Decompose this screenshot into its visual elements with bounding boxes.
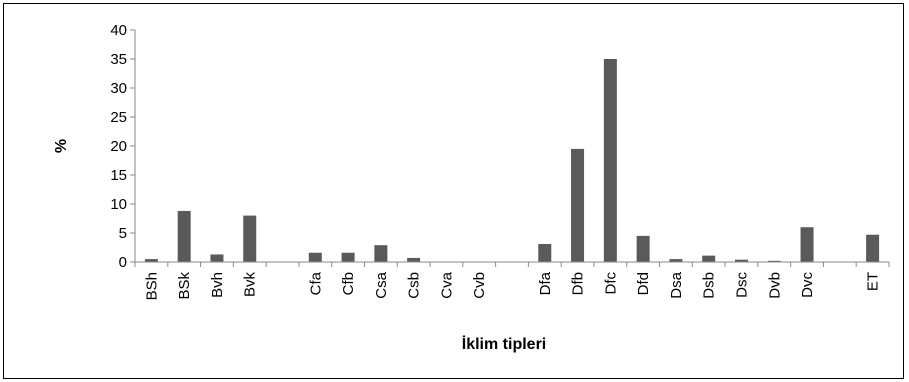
y-tick-label: 40 <box>110 22 127 39</box>
x-tick-label-dvc: Dvc <box>799 272 816 298</box>
x-tick-label-cva: Cva <box>438 271 455 298</box>
bar-dvb <box>767 260 781 262</box>
x-tick-label-cfb: Cfb <box>340 272 357 295</box>
x-tick-label-bsk: BSk <box>176 272 193 300</box>
x-tick-label-bvh: Bvh <box>209 272 226 298</box>
bar-bvk <box>243 215 257 262</box>
bar-cfa <box>308 252 322 262</box>
bar-dsc <box>734 259 748 262</box>
x-tick-label-dfa: Dfa <box>537 271 554 295</box>
x-tick-label-csa: Csa <box>373 271 390 298</box>
y-tick-label: 5 <box>119 225 127 242</box>
x-tick-label-dfc: Dfc <box>602 272 619 295</box>
bar-et <box>866 234 880 262</box>
bars <box>144 59 880 262</box>
x-tick-label-dsb: Dsb <box>701 272 718 299</box>
y-tick-label: 15 <box>110 167 127 184</box>
x-axis-title: İklim tipleri <box>462 335 546 353</box>
bar-dfa <box>538 244 552 262</box>
y-tick-label: 20 <box>110 138 127 155</box>
x-tick-label-cfa: Cfa <box>307 271 324 295</box>
x-tick-label-dfd: Dfd <box>635 272 652 295</box>
bar-cfb <box>341 252 355 262</box>
y-tick-label: 0 <box>119 254 127 271</box>
bar-dfb <box>571 148 585 262</box>
x-tick-label-dsa: Dsa <box>668 271 685 298</box>
x-tick-label-et: ET <box>865 272 882 291</box>
bar-dvc <box>800 227 814 262</box>
bar-csa <box>374 245 388 262</box>
y-tick-label: 30 <box>110 80 127 97</box>
bar-dsb <box>702 255 716 262</box>
bar-chart: 0 5 10 15 20 25 30 35 40 BSh BSk Bvh Bvk Cfa Cfb Csa Cs… <box>53 22 890 353</box>
x-tick-label-dvb: Dvb <box>766 272 783 299</box>
x-tick-label-bsh: BSh <box>143 272 160 300</box>
bar-bsh <box>144 259 158 262</box>
bar-bsk <box>177 210 191 262</box>
y-tick-label: 10 <box>110 196 127 213</box>
x-tick-label-cvb: Cvb <box>471 272 488 299</box>
y-axis: 0 5 10 15 20 25 30 35 40 <box>110 22 136 271</box>
bar-dsa <box>669 259 683 262</box>
x-tick-label-bvk: Bvk <box>242 272 259 298</box>
bar-csb <box>407 257 421 262</box>
x-tick-label-dfb: Dfb <box>570 272 587 295</box>
bar-dfd <box>636 235 650 262</box>
x-tick-label-dsc: Dsc <box>733 272 750 298</box>
bar-bvh <box>210 254 224 262</box>
x-axis: BSh BSk Bvh Bvk Cfa Cfb Csa Csb Cva Cvb Dfa Dfb Dfc D… <box>134 261 890 300</box>
y-tick-label: 35 <box>110 51 127 68</box>
y-tick-label: 25 <box>110 109 127 126</box>
bar-dfc <box>603 59 617 262</box>
chart-frame: 0 5 10 15 20 25 30 35 40 BSh BSk Bvh Bvk Cfa Cfb Csa Cs… <box>3 3 904 379</box>
x-tick-label-csb: Csb <box>406 272 423 299</box>
y-axis-title: % <box>53 139 70 153</box>
